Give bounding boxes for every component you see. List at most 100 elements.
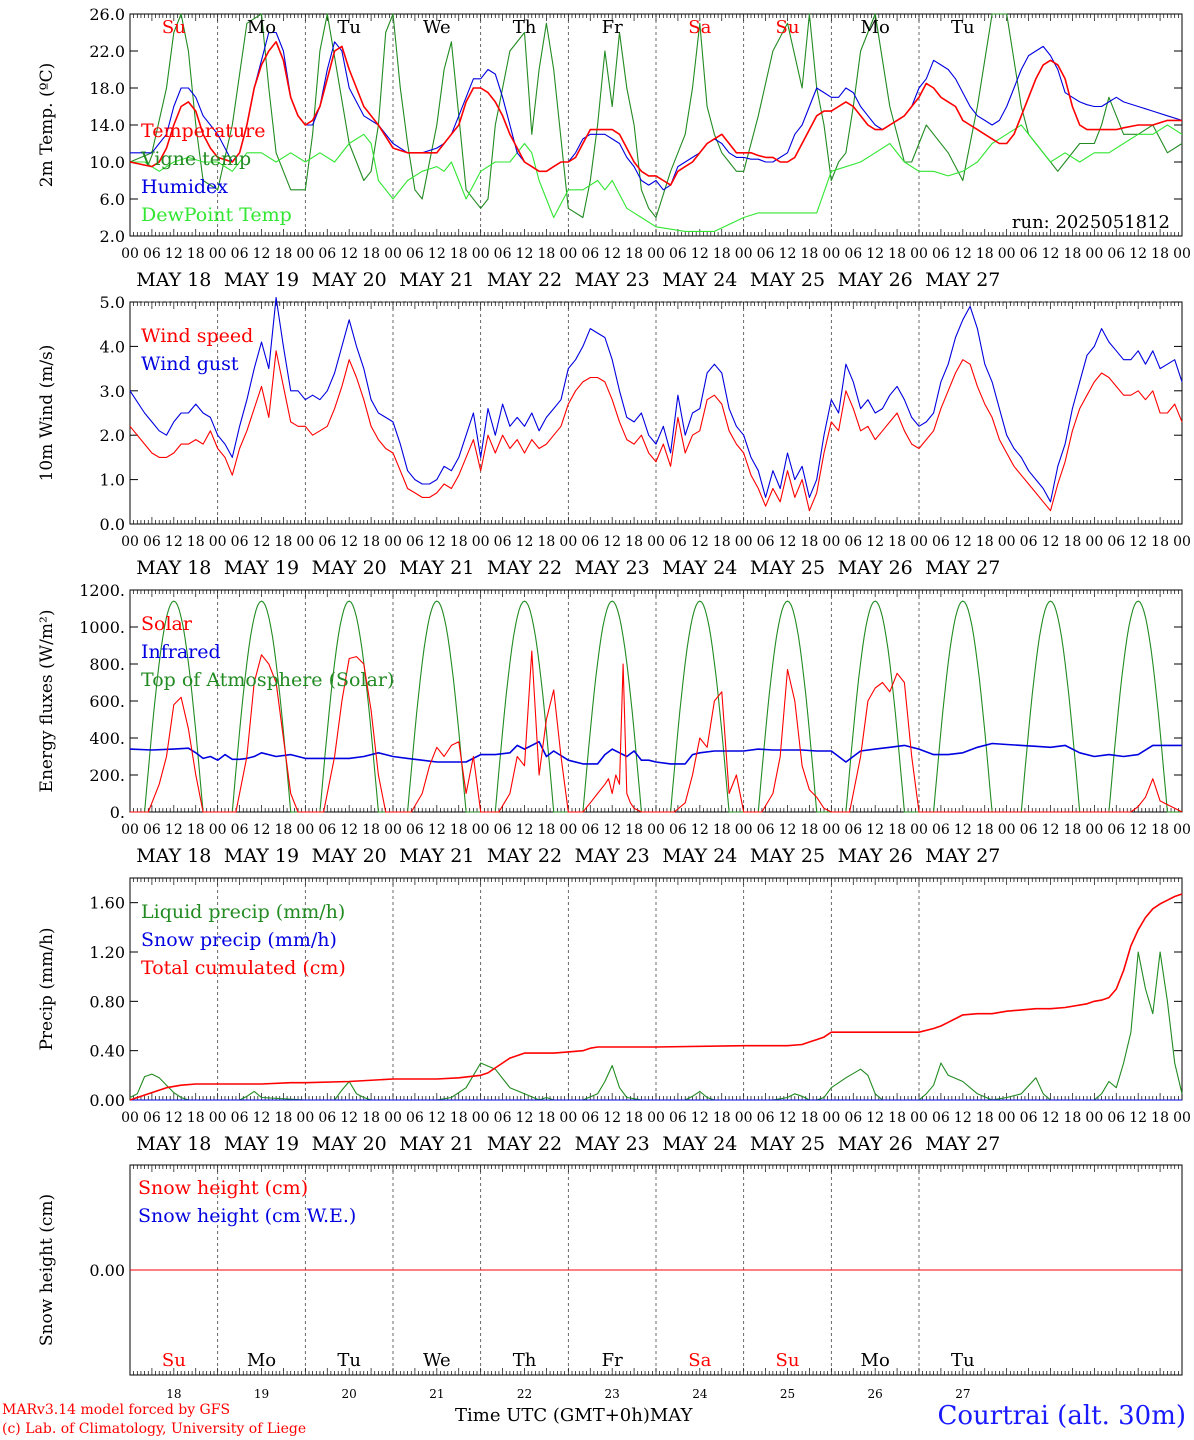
legend-total-cumulated-cm: Total cumulated (cm) — [141, 957, 346, 979]
hour-label: 12 — [866, 534, 884, 550]
hour-label: 06 — [932, 534, 950, 550]
hour-label: 00 — [910, 246, 928, 262]
date-label: MAY 25 — [750, 269, 825, 291]
hour-label: 00 — [296, 246, 314, 262]
date-label: MAY 23 — [575, 1133, 650, 1155]
hour-label: 12 — [428, 534, 446, 550]
bottom-day-name: Mo — [247, 1350, 276, 1371]
y-tick-label: 1200. — [79, 581, 125, 600]
hour-label: 00 — [822, 1110, 840, 1126]
hour-label: 18 — [976, 246, 994, 262]
hour-label: 06 — [143, 822, 161, 838]
legend-top-of-atmosphere-solar: Top of Atmosphere (Solar) — [141, 669, 394, 691]
month-label: MAY — [649, 1405, 693, 1426]
y-axis-label: Energy fluxes (W/m²) — [37, 610, 57, 793]
date-label: MAY 18 — [136, 557, 211, 579]
hour-label: 18 — [1151, 534, 1169, 550]
date-label: MAY 27 — [925, 269, 1000, 291]
panel-2m-temp-c: 2.0 6.0 10.0 14.0 18.0 22.0 26.0 2m Temp. (ºC) T… — [37, 5, 1191, 291]
hour-label: 06 — [1107, 534, 1125, 550]
hour-label: 06 — [231, 822, 249, 838]
hour-label: 06 — [231, 246, 249, 262]
hour-label: 00 — [735, 246, 753, 262]
credit-line-model: MARv3.14 model forced by GFS — [2, 1402, 231, 1418]
date-label: MAY 25 — [750, 557, 825, 579]
y-tick-label: 0.80 — [89, 992, 125, 1011]
panel-snow-height-cm: 0.00 Snow height (cm) Snow height (cm) Snow… — [37, 1164, 1183, 1401]
hour-label: 12 — [1042, 1110, 1060, 1126]
hour-label: 00 — [647, 1110, 665, 1126]
hour-label: 12 — [516, 246, 534, 262]
hour-label: 06 — [581, 246, 599, 262]
y-axis-label: 2m Temp. (ºC) — [37, 63, 57, 188]
day-name: Mo — [247, 17, 276, 38]
series-line-dewpoint-temp — [130, 124, 1183, 232]
hour-label: 06 — [757, 822, 775, 838]
day-name: Fr — [602, 17, 623, 38]
bottom-day-number: 23 — [605, 1387, 620, 1401]
day-name: Tu — [337, 17, 361, 38]
hour-label: 12 — [691, 246, 709, 262]
hour-label: 18 — [362, 534, 380, 550]
hour-label: 12 — [340, 1110, 358, 1126]
hour-label: 12 — [165, 1110, 183, 1126]
hour-label: 18 — [1151, 1110, 1169, 1126]
y-axis-label: Precip (mm/h) — [37, 927, 57, 1050]
date-label: MAY 26 — [838, 1133, 913, 1155]
hour-label: 18 — [888, 822, 906, 838]
bottom-day-number: 24 — [692, 1387, 708, 1401]
hour-label: 00 — [910, 822, 928, 838]
hour-label: 18 — [976, 534, 994, 550]
hour-label: 00 — [472, 1110, 490, 1126]
xaxis-title: Time UTC (GMT+0h) — [455, 1405, 650, 1426]
hour-label: 12 — [691, 1110, 709, 1126]
hour-label: 18 — [625, 534, 643, 550]
y-tick-label: 4.0 — [100, 337, 125, 356]
hour-label: 00 — [998, 246, 1016, 262]
hour-label: 12 — [691, 534, 709, 550]
hour-label: 06 — [1020, 534, 1038, 550]
hour-label: 00 — [472, 246, 490, 262]
hour-label: 06 — [494, 822, 512, 838]
bottom-day-number: 21 — [429, 1387, 444, 1401]
hour-label: 18 — [450, 246, 468, 262]
hour-label: 12 — [165, 246, 183, 262]
hour-label: 18 — [713, 246, 731, 262]
hour-label: 00 — [1085, 246, 1103, 262]
hour-label: 06 — [143, 534, 161, 550]
y-tick-label: 10.0 — [89, 153, 125, 172]
date-label: MAY 20 — [312, 557, 387, 579]
hour-label: 18 — [976, 822, 994, 838]
date-label: MAY 21 — [399, 845, 474, 867]
bottom-day-number: 20 — [342, 1387, 357, 1401]
hour-label: 18 — [801, 1110, 819, 1126]
hour-label: 00 — [209, 1110, 227, 1126]
legend-snow-precip-mm-h: Snow precip (mm/h) — [141, 929, 337, 951]
y-tick-label: 1.60 — [89, 894, 125, 913]
date-label: MAY 23 — [575, 557, 650, 579]
hour-label: 18 — [888, 534, 906, 550]
date-label: MAY 25 — [750, 1133, 825, 1155]
series-line-humidex — [130, 31, 1183, 191]
hour-label: 00 — [998, 534, 1016, 550]
hour-label: 06 — [844, 822, 862, 838]
day-name: Mo — [861, 17, 890, 38]
hour-label: 00 — [121, 1110, 139, 1126]
legend-wind-gust: Wind gust — [141, 353, 239, 375]
hour-label: 06 — [1020, 1110, 1038, 1126]
date-label: MAY 27 — [925, 845, 1000, 867]
y-tick-label: 5.0 — [100, 293, 125, 312]
hour-label: 00 — [384, 822, 402, 838]
y-tick-label: 0. — [110, 803, 125, 822]
hour-label: 06 — [406, 822, 424, 838]
bottom-day-name: Fr — [602, 1350, 623, 1371]
hour-label: 06 — [406, 246, 424, 262]
hour-label: 12 — [603, 534, 621, 550]
hour-label: 12 — [1129, 534, 1147, 550]
legend-temperature: Temperature — [141, 120, 265, 142]
hour-label: 06 — [669, 822, 687, 838]
hour-label: 00 — [1085, 534, 1103, 550]
bottom-day-name: Th — [513, 1350, 537, 1371]
hour-label: 12 — [779, 1110, 797, 1126]
hour-label: 18 — [450, 822, 468, 838]
